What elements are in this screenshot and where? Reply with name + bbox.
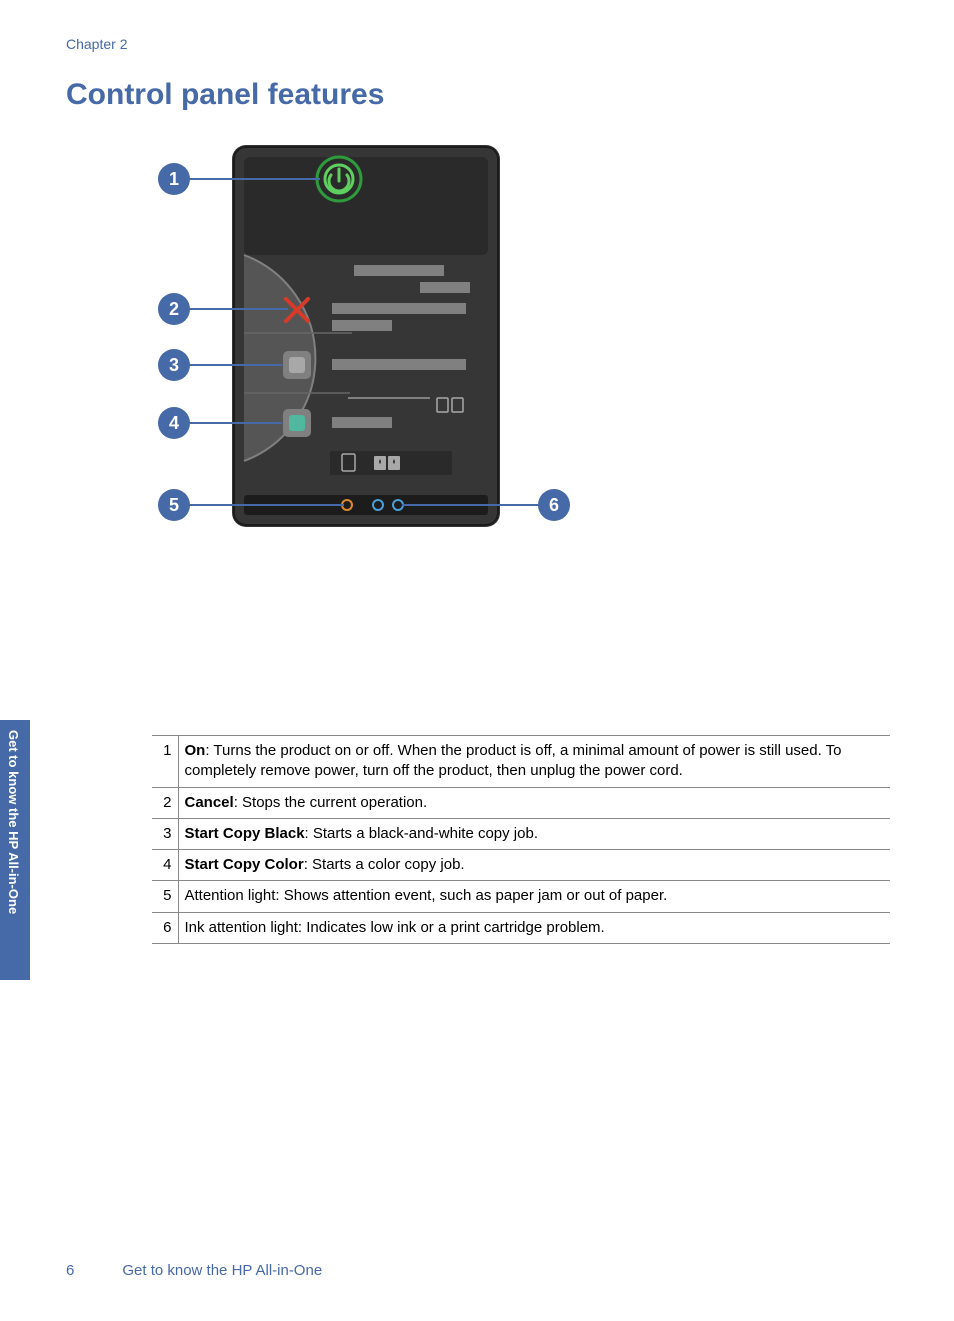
page-footer: 6 Get to know the HP All-in-One (66, 1262, 322, 1279)
table-row: 4Start Copy Color: Starts a color copy j… (152, 850, 890, 881)
callout-5: 5 (158, 489, 190, 521)
page-title: Control panel features (66, 78, 384, 112)
callout-3: 3 (158, 349, 190, 381)
svg-text:1: 1 (169, 169, 179, 189)
table-row: 6Ink attention light: Indicates low ink … (152, 912, 890, 943)
row-description: Cancel: Stops the current operation. (178, 787, 890, 818)
control-panel-diagram: 1 2 3 4 5 6 (152, 145, 752, 555)
row-number: 5 (152, 881, 178, 912)
callout-1: 1 (158, 163, 190, 195)
copy-color-button-icon (283, 409, 311, 437)
callout-2: 2 (158, 293, 190, 325)
power-button-icon (317, 157, 361, 201)
feature-table: 1On: Turns the product on or off. When t… (152, 735, 890, 944)
page-number: 6 (66, 1262, 74, 1279)
row-number: 4 (152, 850, 178, 881)
row-description: Start Copy Color: Starts a color copy jo… (178, 850, 890, 881)
row-description: Start Copy Black: Starts a black-and-whi… (178, 818, 890, 849)
svg-text:2: 2 (169, 299, 179, 319)
svg-text:3: 3 (169, 355, 179, 375)
row-number: 2 (152, 787, 178, 818)
row-description: Attention light: Shows attention event, … (178, 881, 890, 912)
side-tab: Get to know the HP All-in-One (0, 720, 30, 980)
table-row: 5Attention light: Shows attention event,… (152, 881, 890, 912)
chapter-label: Chapter 2 (66, 36, 127, 52)
row-description: On: Turns the product on or off. When th… (178, 736, 890, 788)
copy-black-button-icon (283, 351, 311, 379)
svg-text:5: 5 (169, 495, 179, 515)
table-row: 1On: Turns the product on or off. When t… (152, 736, 890, 788)
table-row: 2Cancel: Stops the current operation. (152, 787, 890, 818)
footer-section: Get to know the HP All-in-One (122, 1262, 322, 1279)
svg-text:4: 4 (169, 413, 179, 433)
table-row: 3Start Copy Black: Starts a black-and-wh… (152, 818, 890, 849)
row-number: 6 (152, 912, 178, 943)
callout-4: 4 (158, 407, 190, 439)
row-number: 1 (152, 736, 178, 788)
row-number: 3 (152, 818, 178, 849)
svg-text:6: 6 (549, 495, 559, 515)
side-tab-label: Get to know the HP All-in-One (6, 730, 21, 914)
callout-6: 6 (538, 489, 570, 521)
row-description: Ink attention light: Indicates low ink o… (178, 912, 890, 943)
